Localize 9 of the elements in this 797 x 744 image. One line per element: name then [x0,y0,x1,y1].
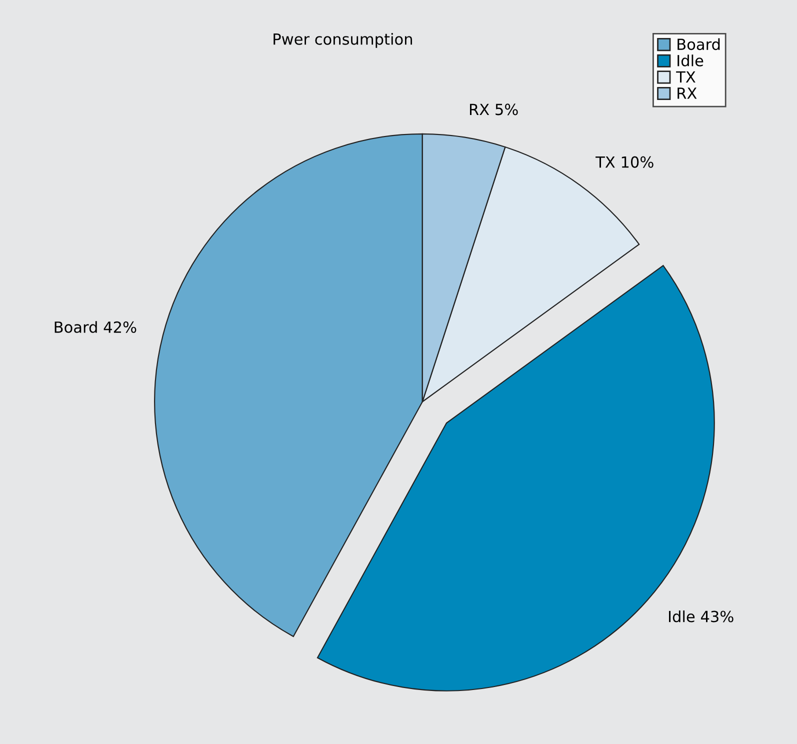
legend-label: RX [678,88,697,99]
chart-title: Pwer consumption [274,33,412,48]
data-label: Idle 43% [669,610,734,622]
legend-label: Board [678,38,720,50]
legend-label: TX [676,71,696,82]
data-label: TX 10% [596,156,654,168]
data-label: RX 5% [470,104,518,116]
data-label: Board 42% [54,321,136,333]
legend-label: Idle [678,54,704,66]
